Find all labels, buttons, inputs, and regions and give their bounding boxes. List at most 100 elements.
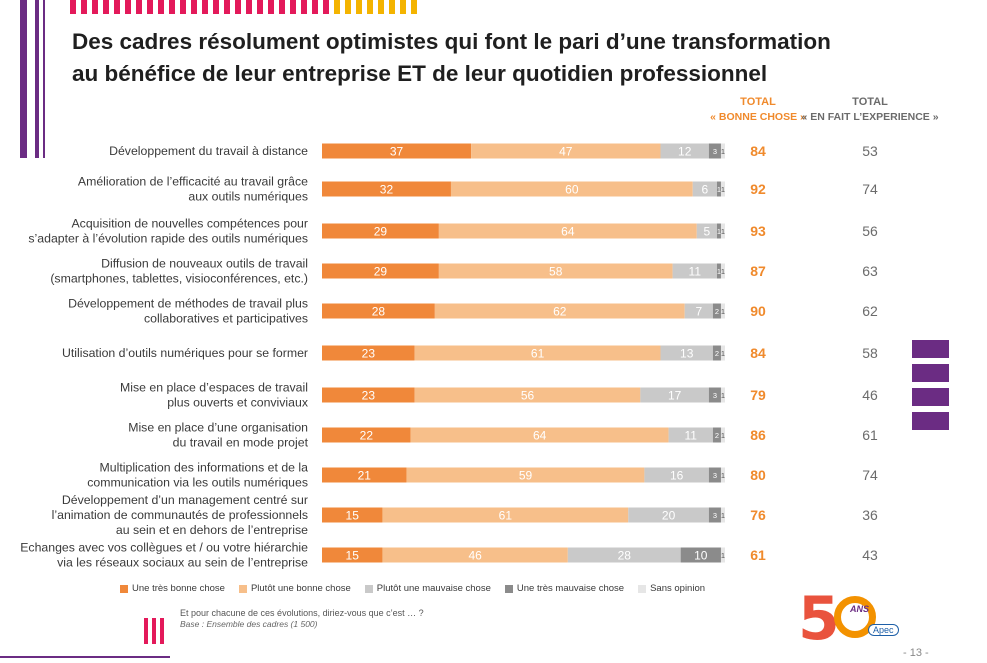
bar-value-label: 1: [721, 185, 725, 194]
top-stripe: [356, 0, 362, 14]
bar-segment: [414, 387, 641, 403]
bar-value-label: 32: [380, 183, 394, 197]
page-number: - 13 -: [903, 647, 929, 659]
bar-value-label: 3: [713, 391, 717, 400]
top-stripe: [147, 0, 153, 14]
header-total-exp-l2: « EN FAIT L’EXPERIENCE »: [801, 111, 939, 123]
section-tab: [912, 364, 949, 382]
bar-value-label: 21: [358, 469, 372, 483]
bar-value-label: 62: [553, 305, 567, 319]
bar-segment: [680, 547, 721, 563]
row-label: s’adapter à l’évolution rapide des outil…: [28, 232, 308, 246]
bar-value-label: 20: [662, 509, 676, 523]
bar-value-label: 58: [549, 265, 563, 279]
total-bonne-chose-value: 93: [750, 223, 766, 239]
header-total-bonne-chose: TOTAL « BONNE CHOSE »: [708, 95, 808, 125]
bar-segment: [720, 263, 725, 279]
top-stripe: [345, 0, 351, 14]
bar-value-label: 1: [717, 185, 721, 194]
bar-value-label: 29: [374, 225, 388, 239]
row-label: Mise en place d’une organisation: [128, 421, 308, 435]
bar-value-label: 1: [717, 227, 721, 236]
row-label: aux outils numériques: [188, 190, 308, 204]
bar-value-label: 56: [521, 389, 535, 403]
top-stripe: [389, 0, 395, 14]
top-stripe: [92, 0, 98, 14]
bar-segment: [322, 223, 439, 239]
bar-value-label: 15: [346, 509, 360, 523]
total-experience-value: 46: [862, 387, 878, 403]
top-stripe: [70, 0, 76, 14]
bar-segment: [450, 181, 693, 197]
top-stripe: [257, 0, 263, 14]
bar-value-label: 61: [531, 347, 545, 361]
bar-value-label: 28: [618, 549, 632, 563]
row-label: Mise en place d’espaces de travail: [120, 381, 308, 395]
top-stripe: [125, 0, 131, 14]
legend-item: Plutôt une bonne chose: [238, 583, 351, 594]
legend-swatch: [638, 584, 647, 593]
total-experience-value: 61: [862, 427, 878, 443]
bar-value-label: 15: [346, 549, 360, 563]
left-accent-bar: [35, 0, 39, 158]
legend-swatch: [238, 584, 247, 593]
row-label: Développement du travail à distance: [109, 144, 308, 158]
bar-segment: [414, 345, 661, 361]
bar-segment: [322, 345, 415, 361]
total-bonne-chose-value: 92: [750, 181, 766, 197]
bar-value-label: 22: [360, 429, 374, 443]
bar-segment: [382, 547, 568, 563]
bar-value-label: 1: [721, 267, 725, 276]
total-bonne-chose-value: 76: [750, 507, 766, 523]
top-stripe: [158, 0, 164, 14]
top-stripe: [301, 0, 307, 14]
bar-value-label: 3: [713, 511, 717, 520]
top-stripe: [103, 0, 109, 14]
bar-segment: [720, 303, 725, 319]
bar-value-label: 37: [390, 145, 404, 159]
bar-value-label: 23: [362, 389, 376, 403]
bar-segment: [708, 387, 721, 403]
total-bonne-chose-value: 87: [750, 263, 766, 279]
bar-segment: [716, 181, 721, 197]
bar-value-label: 3: [713, 147, 717, 156]
bar-segment: [660, 143, 709, 159]
total-bonne-chose-value: 90: [750, 303, 766, 319]
bar-segment: [567, 547, 681, 563]
top-stripes: [70, 0, 417, 14]
bar-segment: [660, 345, 713, 361]
top-stripe: [334, 0, 340, 14]
bar-segment: [720, 345, 725, 361]
total-experience-value: 43: [862, 547, 878, 563]
legend-item: Une très bonne chose: [120, 583, 225, 594]
logo-ans: ANS: [850, 604, 870, 614]
survey-question: Et pour chacune de ces évolutions, dirie…: [180, 608, 424, 618]
bar-value-label: 11: [685, 429, 698, 443]
bar-segment: [720, 223, 725, 239]
top-stripe: [378, 0, 384, 14]
top-stripe: [224, 0, 230, 14]
page-title: Des cadres résolument optimistes qui fon…: [72, 26, 831, 90]
bar-value-label: 59: [519, 469, 533, 483]
header-total-exp-l1: TOTAL: [852, 96, 888, 108]
bar-segment: [720, 387, 725, 403]
bar-value-label: 16: [670, 469, 684, 483]
title-line-1: Des cadres résolument optimistes qui fon…: [72, 29, 831, 54]
bar-segment: [434, 303, 685, 319]
bar-segment: [672, 263, 717, 279]
bar-segment: [708, 467, 721, 483]
total-experience-value: 74: [862, 181, 878, 197]
top-stripe: [367, 0, 373, 14]
bar-segment: [720, 507, 725, 523]
bar-value-label: 60: [565, 183, 579, 197]
bar-value-label: 13: [680, 347, 694, 361]
row-label: Développement de méthodes de travail plu…: [68, 297, 308, 311]
top-stripe: [213, 0, 219, 14]
top-stripe: [202, 0, 208, 14]
bar-segment: [720, 547, 725, 563]
top-stripe: [268, 0, 274, 14]
row-label: Diffusion de nouveaux outils de travail: [101, 257, 308, 271]
total-experience-value: 56: [862, 223, 878, 239]
top-stripe: [81, 0, 87, 14]
bar-value-label: 1: [721, 307, 725, 316]
